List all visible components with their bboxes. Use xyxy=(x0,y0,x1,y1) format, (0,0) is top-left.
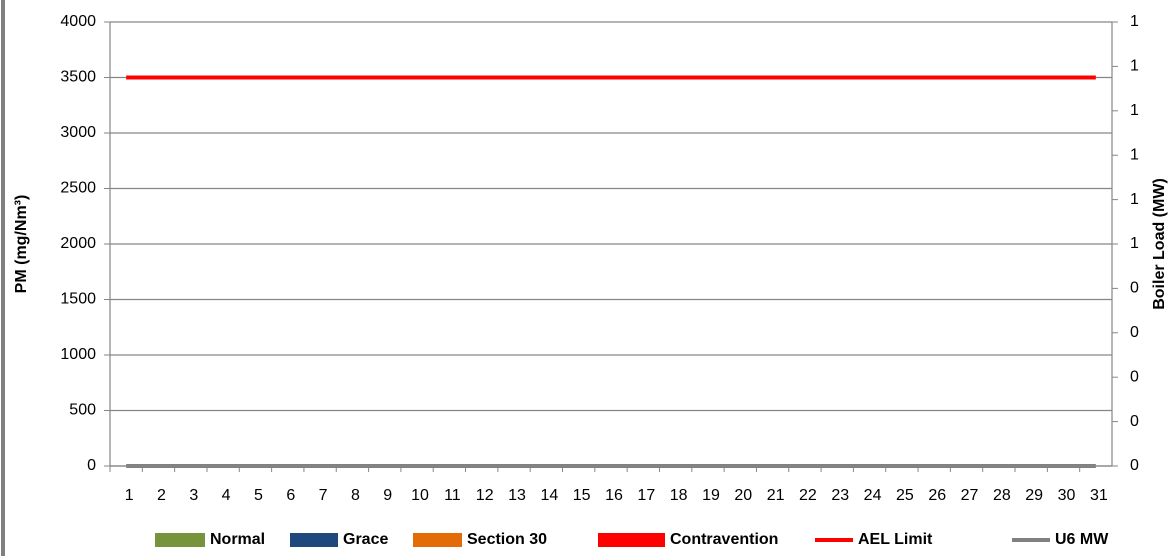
legend-swatch xyxy=(413,533,462,547)
x-tick-label: 13 xyxy=(508,487,526,504)
y2-tick-label: 0 xyxy=(1130,457,1139,474)
y2-tick-label: 0 xyxy=(1130,324,1139,341)
y2-tick-label: 1 xyxy=(1130,235,1139,252)
x-tick-label: 4 xyxy=(222,487,231,504)
legend-label: Normal xyxy=(210,531,265,548)
x-tick-label: 6 xyxy=(286,487,295,504)
y-tick-label: 1500 xyxy=(60,291,96,308)
legend-label: Section 30 xyxy=(467,531,547,548)
y2-tick-label: 0 xyxy=(1130,368,1139,385)
x-tick-label: 22 xyxy=(799,487,817,504)
y2-tick-label: 1 xyxy=(1130,191,1139,208)
x-tick-label: 15 xyxy=(573,487,591,504)
y-axis-title: PM (mg/Nm³) xyxy=(13,195,30,294)
legend-swatch xyxy=(155,533,205,547)
y-tick-label: 1000 xyxy=(60,346,96,363)
x-tick-label: 20 xyxy=(734,487,752,504)
y2-axis-title: Boiler Load (MW) xyxy=(1151,178,1168,310)
y-tick-label: 3000 xyxy=(60,124,96,141)
y-tick-label: 500 xyxy=(69,402,96,419)
y2-tick-label: 1 xyxy=(1130,58,1139,75)
x-tick-label: 25 xyxy=(896,487,914,504)
x-tick-label: 9 xyxy=(383,487,392,504)
x-tick-label: 19 xyxy=(702,487,720,504)
x-tick-label: 18 xyxy=(670,487,688,504)
x-tick-label: 28 xyxy=(993,487,1011,504)
legend-label: U6 MW xyxy=(1055,531,1109,548)
x-tick-label: 24 xyxy=(864,487,882,504)
x-tick-label: 2 xyxy=(157,487,166,504)
legend-label: Grace xyxy=(343,531,388,548)
y2-tick-label: 0 xyxy=(1130,280,1139,297)
x-tick-label: 3 xyxy=(189,487,198,504)
x-tick-label: 8 xyxy=(351,487,360,504)
legend-label: AEL Limit xyxy=(858,531,933,548)
x-tick-label: 31 xyxy=(1090,487,1108,504)
x-tick-label: 27 xyxy=(961,487,979,504)
y-tick-label: 4000 xyxy=(60,13,96,30)
y2-tick-label: 1 xyxy=(1130,13,1139,30)
legend-label: Contravention xyxy=(670,531,778,548)
x-tick-label: 26 xyxy=(928,487,946,504)
y-tick-label: 2000 xyxy=(60,235,96,252)
y2-tick-label: 0 xyxy=(1130,413,1139,430)
legend-swatch xyxy=(290,533,338,547)
x-tick-label: 7 xyxy=(319,487,328,504)
x-tick-label: 17 xyxy=(637,487,655,504)
legend-swatch xyxy=(598,533,665,547)
x-tick-label: 30 xyxy=(1058,487,1076,504)
x-tick-label: 11 xyxy=(444,487,461,504)
x-tick-label: 21 xyxy=(767,487,785,504)
x-tick-label: 12 xyxy=(476,487,494,504)
y2-tick-label: 1 xyxy=(1130,102,1139,119)
y-tick-label: 0 xyxy=(87,457,96,474)
x-tick-label: 29 xyxy=(1025,487,1043,504)
x-tick-label: 16 xyxy=(605,487,623,504)
x-tick-label: 10 xyxy=(411,487,429,504)
x-tick-label: 1 xyxy=(125,487,134,504)
x-tick-label: 23 xyxy=(831,487,849,504)
y-tick-label: 2500 xyxy=(60,180,96,197)
x-tick-label: 5 xyxy=(254,487,263,504)
x-tick-label: 14 xyxy=(540,487,558,504)
y-tick-label: 3500 xyxy=(60,69,96,86)
y2-tick-label: 1 xyxy=(1130,146,1139,163)
